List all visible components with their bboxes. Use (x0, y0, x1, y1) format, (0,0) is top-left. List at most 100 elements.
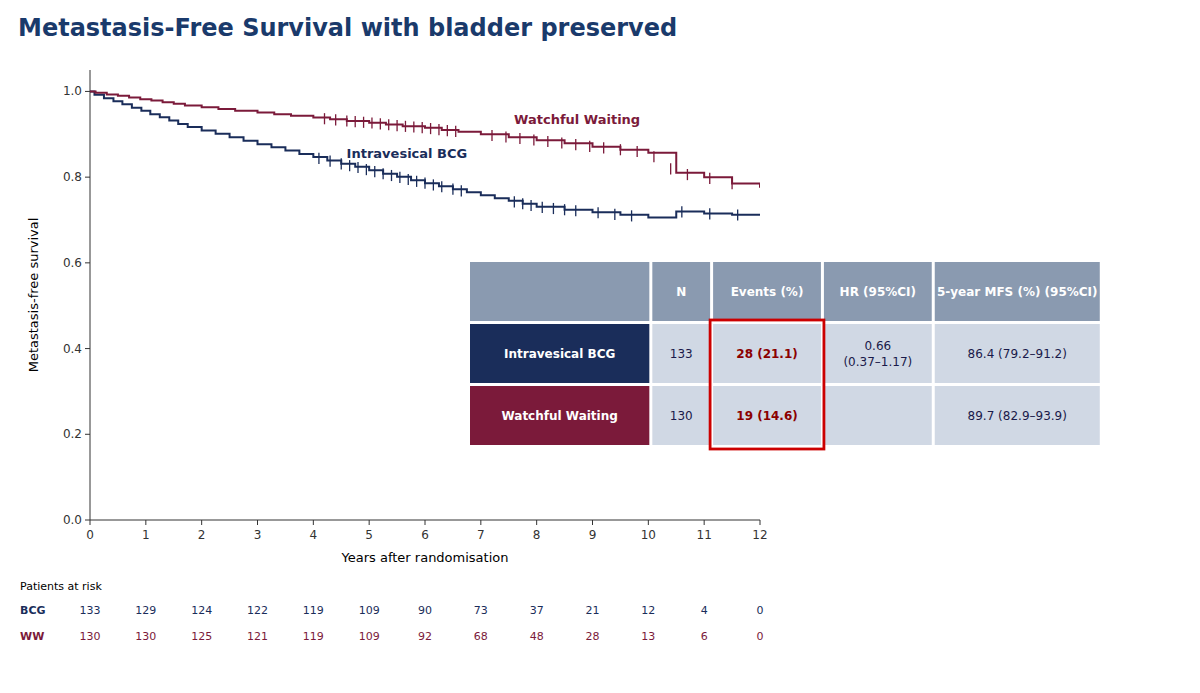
censor-tick (530, 200, 531, 211)
censor-tick (366, 164, 367, 175)
y-tick (85, 91, 90, 92)
censor-tick (441, 181, 442, 192)
censor-tick (329, 156, 330, 167)
data-cell (824, 324, 932, 383)
censor-tick (399, 172, 400, 183)
censor-tick (505, 131, 506, 142)
x-tick (369, 520, 370, 525)
cell-text-line: 0.66 (864, 339, 891, 353)
x-tick-label: 10 (641, 528, 656, 542)
at-risk-value: 122 (247, 604, 268, 617)
row-label-cell (470, 386, 649, 445)
x-tick-label: 11 (697, 528, 712, 542)
x-tick-label: 6 (421, 528, 429, 542)
x-tick (480, 520, 481, 525)
censor-tick (491, 130, 492, 141)
censor-tick (522, 198, 523, 209)
events-highlight (710, 320, 824, 449)
cell-text: 19 (14.6) (736, 409, 797, 423)
censor-tick (391, 170, 392, 181)
x-tick (760, 520, 761, 525)
censor-tick (597, 207, 598, 218)
data-cell (713, 386, 821, 445)
censor-tick (709, 173, 710, 184)
cell-text-line: 19 (14.6) (736, 409, 797, 423)
data-cell (824, 386, 932, 445)
cell-text-line: Events (%) (731, 285, 804, 299)
at-risk-value: 21 (586, 604, 600, 617)
censor-tick (514, 196, 515, 207)
at-risk-value: 124 (191, 604, 212, 617)
at-risk-value: 121 (247, 630, 268, 643)
y-tick-label: 0.2 (63, 427, 82, 441)
censor-tick (422, 122, 423, 133)
x-tick-label: 12 (752, 528, 767, 542)
censor-tick (396, 120, 397, 131)
cell-text: 86.4 (79.2–91.2) (968, 347, 1067, 361)
censor-tick (355, 116, 356, 127)
censor-tick (564, 204, 565, 215)
censor-tick (681, 206, 682, 217)
censor-tick (589, 141, 590, 152)
data-cell (935, 324, 1100, 383)
censor-tick (346, 115, 347, 126)
cell-text-line: 86.4 (79.2–91.2) (968, 347, 1067, 361)
censor-tick (416, 176, 417, 187)
at-risk: Patients at riskBCG133129124122119109907… (20, 580, 764, 643)
cell-text-line: 5-year MFS (%) (95%CI) (937, 285, 1098, 299)
censor-tick (363, 117, 364, 128)
cell-text-line: 130 (670, 409, 693, 423)
cell-text-line: 28 (21.1) (736, 347, 797, 361)
x-tick-label: 7 (477, 528, 485, 542)
cell-text-line: HR (95%CI) (840, 285, 916, 299)
censor-tick (575, 139, 576, 150)
data-cell (652, 324, 710, 383)
cell-text: 133 (670, 347, 693, 361)
at-risk-value: 130 (135, 630, 156, 643)
cell-text-line: N (676, 285, 686, 299)
at-risk-value: 13 (641, 630, 655, 643)
censor-tick (413, 121, 414, 132)
header-text: Events (%) (731, 285, 804, 299)
x-tick-label: 8 (533, 528, 541, 542)
x-tick-label: 4 (310, 528, 318, 542)
cell-text-line: 133 (670, 347, 693, 361)
at-risk-value: 48 (530, 630, 544, 643)
x-tick (592, 520, 593, 525)
censor-tick (408, 174, 409, 185)
header-text: HR (95%CI) (840, 285, 916, 299)
censor-tick (430, 123, 431, 134)
data-cell (713, 324, 821, 383)
censor-tick (349, 160, 350, 171)
plot-area (90, 91, 760, 221)
data-cell (652, 386, 710, 445)
y-tick-label: 1.0 (63, 84, 82, 98)
censor-tick (324, 113, 325, 124)
censor-tick (637, 146, 638, 157)
censor-tick (575, 205, 576, 216)
censor-tick (357, 162, 358, 173)
at-risk-value: 4 (701, 604, 708, 617)
at-risk-row-label: BCG (20, 604, 46, 617)
censor-tick (653, 151, 654, 162)
cell-text: 130 (670, 409, 693, 423)
stats-table: N Events (%) HR (95%CI) 5-year MFS (%) (95%… (470, 262, 1100, 449)
row-label-text: Intravesical BCG (504, 347, 615, 361)
censor-tick (561, 137, 562, 148)
censor-tick (374, 166, 375, 177)
censor-tick (455, 126, 456, 137)
censor-tick (335, 114, 336, 125)
censor-tick (631, 210, 632, 221)
y-tick (85, 262, 90, 263)
curve-label: Watchful Waiting (514, 112, 640, 127)
censor-tick (452, 184, 453, 195)
cell-text-line: Watchful Waiting (501, 409, 617, 423)
cell-text: 0.66(0.37–1.17) (843, 339, 912, 369)
row-label-cell (470, 324, 649, 383)
x-tick-label: 5 (365, 528, 373, 542)
axes: 0.00.20.40.60.81.00123456789101112Years … (26, 70, 768, 565)
censor-tick (614, 209, 615, 220)
at-risk-value: 0 (757, 630, 764, 643)
x-tick-label: 0 (86, 528, 94, 542)
cell-text: 28 (21.1) (736, 347, 797, 361)
